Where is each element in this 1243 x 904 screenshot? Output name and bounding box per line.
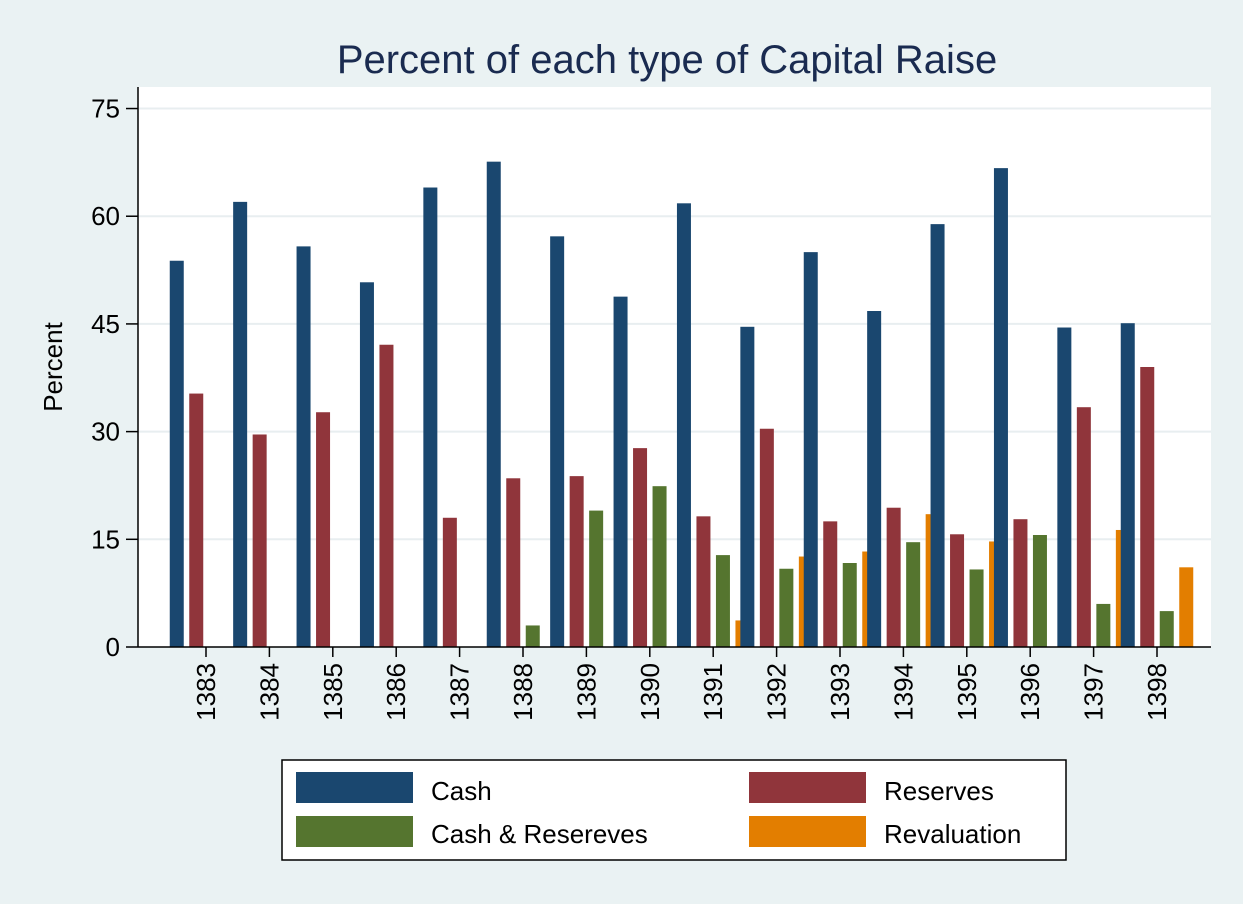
bar-reserves-1386 [379,344,394,647]
bar-cash-1395 [930,224,945,647]
legend-label: Revaluation [884,819,1021,849]
bar-reserves-1383 [189,393,204,647]
bar-reserves-1398 [1140,367,1155,647]
axes [137,87,1211,648]
legend-swatch [749,816,866,847]
bar-cash-resereves-1392 [779,568,794,647]
bar-reserves-1390 [633,448,648,647]
x-tick-label: 1398 [1142,663,1172,721]
x-tick-label: 1397 [1079,663,1109,721]
bar-reserves-1385 [316,412,331,647]
bar-cash-1392 [740,326,755,647]
bar-reserves-1391 [696,516,711,647]
bar-cash-1398 [1120,323,1135,647]
y-tick-label: 60 [91,201,120,231]
bar-cash-resereves-1397 [1096,603,1111,647]
x-tick-label: 1386 [381,663,411,721]
bar-cash-1386 [359,282,374,647]
x-tick-label: 1388 [508,663,538,721]
bar-cash-1396 [993,168,1008,647]
bar-reserves-1388 [506,478,521,647]
y-tick-label: 45 [91,309,120,339]
x-tick-label: 1394 [888,663,918,721]
chart-title: Percent of each type of Capital Raise [337,38,997,82]
legend: Cash Reserves Cash & Resereves Revaluation [281,759,1067,861]
y-tick-label: 30 [91,417,120,447]
x-tick-label: 1391 [698,663,728,721]
bar-cash-1388 [486,161,501,647]
y-tick-label: 0 [106,632,120,662]
x-tick-label: 1392 [762,663,792,721]
bar-reserves-1387 [442,517,457,647]
bar-cash-1393 [803,252,818,647]
bar-reserves-1396 [1013,519,1028,647]
legend-swatch [296,816,413,847]
bar-cash-1397 [1057,327,1072,647]
bar-cash-resereves-1389 [589,510,604,647]
bar-cash-1391 [676,203,691,648]
x-tick-label: 1390 [635,663,665,721]
x-tick-label: 1395 [952,663,982,721]
bar-cash-1394 [867,311,882,647]
bar-reserves-1389 [569,476,584,647]
bar-revaluation-1398 [1179,567,1194,647]
bar-cash-1387 [423,187,438,647]
bar-cash-resereves-1396 [1032,535,1047,647]
bar-cash-1385 [296,246,311,647]
bar-reserves-1393 [823,521,838,647]
bar-reserves-1392 [759,428,774,647]
legend-label: Cash & Resereves [431,819,648,849]
bar-cash-resereves-1388 [525,625,540,647]
bar-cash-1389 [550,236,565,648]
bar-cash-resereves-1395 [969,569,984,647]
x-tick-label: 1384 [254,663,284,721]
bar-cash-1390 [613,296,628,647]
bar-cash-resereves-1398 [1159,611,1174,647]
x-tick-label: 1393 [825,663,855,721]
y-tick-labels: 0 15 30 45 60 75 [91,94,138,662]
bar-cash-resereves-1391 [715,555,730,647]
bar-cash-resereves-1394 [906,542,921,647]
bar-reserves-1394 [886,507,901,647]
bar-cash-1383 [169,260,184,647]
x-tick-labels: 1383 1384 1385 1386 1387 1388 1389 1390 1391 1392… [191,647,1172,721]
y-axis-label: Percent [38,321,68,411]
y-tick-label: 15 [91,524,120,554]
bar-cash-resereves-1393 [842,563,857,647]
legend-swatch [296,772,413,803]
bar-reserves-1395 [950,534,965,647]
bars [169,161,1194,648]
x-tick-label: 1396 [1015,663,1045,721]
bar-reserves-1397 [1076,407,1091,647]
y-tick-label: 75 [91,94,120,124]
x-tick-label: 1389 [571,663,601,721]
bar-reserves-1384 [252,434,267,647]
bar-cash-1384 [233,201,248,647]
x-tick-label: 1385 [318,663,348,721]
legend-label: Reserves [884,776,994,806]
x-tick-label: 1387 [445,663,475,721]
legend-swatch [749,772,866,803]
x-tick-label: 1383 [191,663,221,721]
legend-label: Cash [431,776,492,806]
bar-cash-resereves-1390 [652,486,667,647]
